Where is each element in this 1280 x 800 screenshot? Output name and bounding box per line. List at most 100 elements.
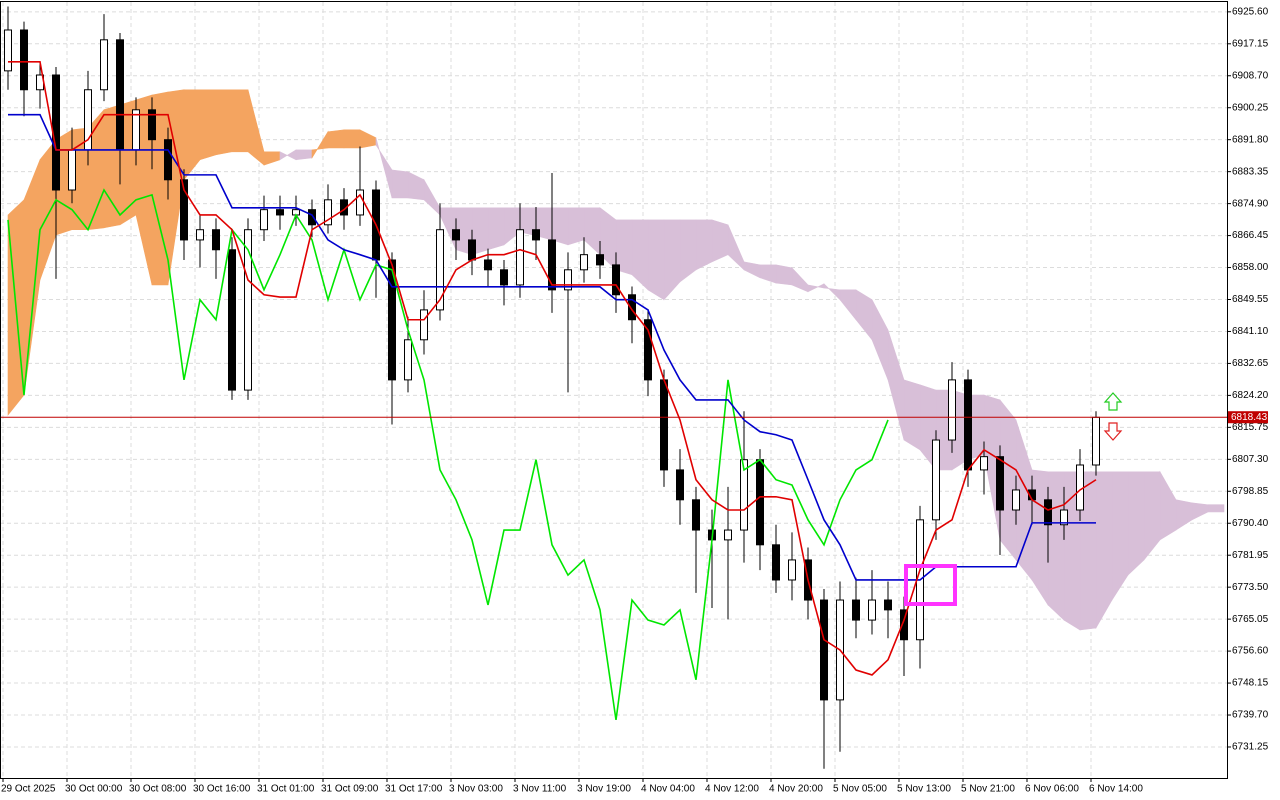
cloud-segment [487, 207, 505, 251]
candle-body [660, 379, 668, 471]
candle-body [788, 559, 796, 581]
y-tick-label: 6908.70 [1232, 70, 1269, 81]
x-tick-label: 3 Nov 19:00 [577, 784, 631, 795]
y-tick-label: 6874.90 [1232, 198, 1269, 209]
y-tick-label: 6858.00 [1232, 262, 1269, 273]
candle-body [68, 149, 76, 191]
down-arrow [1103, 422, 1123, 441]
y-tick-label: 6841.10 [1232, 326, 1269, 337]
y-tick-label: 6891.80 [1232, 134, 1269, 145]
candle-body [388, 259, 396, 381]
x-tick-label: 30 Oct 00:00 [65, 784, 123, 795]
last-price-label: 6818.43 [1231, 412, 1268, 423]
candle-body [820, 599, 828, 701]
y-tick-label: 6900.25 [1232, 102, 1269, 113]
cloud-segment [343, 129, 361, 149]
x-tick-label: 29 Oct 2025 [1, 784, 56, 795]
y-tick-label: 6925.60 [1232, 6, 1269, 17]
cloud-segment [199, 89, 217, 161]
candle-body [436, 229, 444, 311]
y-tick-label: 6883.35 [1232, 166, 1269, 177]
cloud-segment [295, 149, 313, 161]
y-tick-label: 6917.15 [1232, 38, 1269, 49]
candle-body [628, 294, 636, 321]
candle-body [964, 379, 972, 471]
candle-body [212, 229, 220, 251]
candle-body [164, 139, 172, 181]
y-tick-label: 6748.15 [1232, 678, 1269, 689]
x-tick-label: 3 Nov 03:00 [449, 784, 503, 795]
cloud-segment [551, 207, 569, 246]
candle-body [980, 456, 988, 471]
last-price-box [1228, 411, 1268, 424]
candle-body [100, 39, 108, 91]
cloud-segment [775, 264, 793, 286]
candle-body [196, 229, 204, 241]
candle-body [868, 599, 876, 621]
y-tick-label: 6866.45 [1232, 230, 1269, 241]
candle-body [692, 499, 700, 531]
cloud-segment [215, 89, 233, 156]
cloud-layer [7, 89, 1225, 631]
candle-body [244, 229, 252, 391]
cloud-segment [903, 379, 921, 451]
y-tick-label: 6849.55 [1232, 294, 1269, 305]
y-tick-label: 6798.85 [1232, 486, 1269, 497]
candle-body [1060, 509, 1068, 526]
line-layer [0, 60, 1227, 721]
candle-body [996, 456, 1004, 511]
candle-body [948, 379, 956, 441]
y-tick-label: 6815.75 [1232, 422, 1269, 433]
candle-body [740, 459, 748, 531]
candle-body [932, 439, 940, 521]
cloud-segment [695, 219, 713, 271]
candle-body [612, 264, 620, 296]
x-tick-label: 31 Oct 01:00 [257, 784, 315, 795]
indicator-line [8, 113, 1096, 581]
x-tick-label: 4 Nov 04:00 [641, 784, 695, 795]
candle-body [580, 254, 588, 271]
y-tick-label: 6824.20 [1232, 390, 1269, 401]
cloud-segment [1095, 471, 1113, 630]
y-tick-label: 6765.05 [1232, 614, 1269, 625]
candle-body [1012, 489, 1020, 511]
candle-body [404, 339, 412, 381]
cloud-segment [231, 89, 249, 153]
candle-body [644, 319, 652, 381]
candle-body [772, 544, 780, 581]
candle-body [596, 254, 604, 266]
candle-body [356, 189, 364, 216]
up-arrow [1103, 392, 1123, 411]
candle-body [420, 309, 428, 341]
candle-body [20, 29, 28, 91]
candle-body [756, 459, 764, 546]
x-tick-label: 5 Nov 05:00 [833, 784, 887, 795]
candle-body [532, 229, 540, 241]
x-tick-label: 3 Nov 11:00 [513, 784, 567, 795]
cloud-segment [647, 219, 665, 301]
candle-body [676, 469, 684, 501]
x-tick-label: 4 Nov 12:00 [705, 784, 759, 795]
x-tick-label: 5 Nov 13:00 [897, 784, 951, 795]
candle-body [116, 39, 124, 151]
candle-body [852, 599, 860, 621]
candle-body [276, 209, 284, 216]
cloud-segment [391, 169, 409, 199]
candle-body [228, 249, 236, 391]
candle-body [180, 179, 188, 241]
candle-body [260, 209, 268, 231]
cloud-segment [711, 219, 729, 263]
candle-body [884, 599, 892, 611]
indicator-line [7, 188, 889, 721]
candle-body [308, 209, 316, 226]
highlight-box [904, 564, 957, 606]
y-tick-label: 6773.50 [1232, 582, 1269, 593]
x-tick-label: 6 Nov 14:00 [1089, 784, 1143, 795]
cloud-segment [567, 207, 585, 246]
cloud-segment [327, 129, 345, 149]
candle-body [1092, 416, 1100, 466]
candle-body [724, 529, 732, 541]
cloud-segment [1207, 504, 1225, 513]
